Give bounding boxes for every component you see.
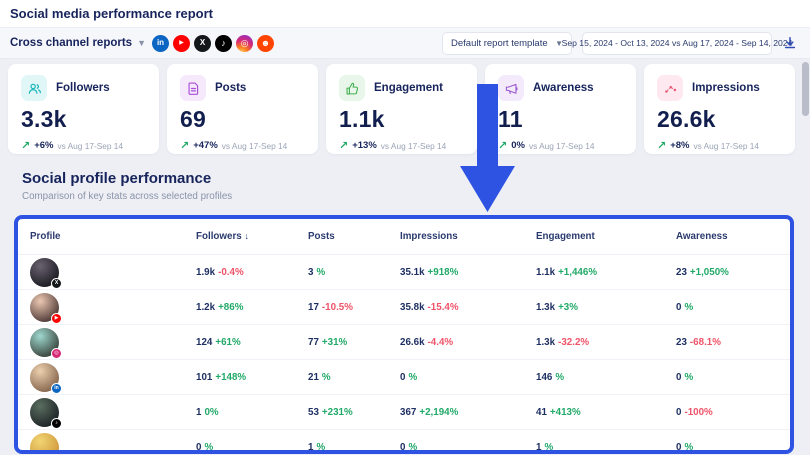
kpi-compare: vs Aug 17-Sep 14 <box>528 140 595 151</box>
table-row-youtube-profile[interactable]: ▶ 1.2k +86% 17 -10.5% 35.8k -15.4% 1.3k +3% … <box>18 290 790 325</box>
youtube-badge-icon: ▶ <box>51 312 62 324</box>
tiktok-icon[interactable]: ♪ <box>215 34 232 52</box>
kpi-compare: vs Aug 17-Sep 14 <box>57 140 124 151</box>
column-header-posts[interactable]: Posts <box>308 231 335 242</box>
avatar: X <box>30 257 62 289</box>
tiktok-badge-icon: ♪ <box>51 417 62 429</box>
kpi-label: Awareness <box>533 82 594 94</box>
trend-up-icon: ↗ <box>657 140 667 152</box>
kpi-change: 0% <box>511 140 525 151</box>
kpi-value: 1.1k <box>339 106 385 132</box>
table-row-instagram-profile[interactable]: ◎ 124 +61% 77 +31% 26.6k -4.4% 1.3k -32.2% 2… <box>18 325 790 360</box>
channel-icons: in ▶ X ♪ ◎ ☻ <box>152 34 274 52</box>
kpi-value: 3.3k <box>21 106 67 132</box>
table-row-x-profile[interactable]: X 1.9k -0.4% 3% 35.1k +918% 1.1k +1,446% 23… <box>18 255 790 290</box>
kpi-value: 69 <box>180 106 206 132</box>
table-header-row: Profile Followers ↓ Posts Impressions En… <box>18 219 790 255</box>
followers-icon <box>21 75 47 101</box>
instagram-icon[interactable]: ◎ <box>236 34 253 52</box>
youtube-icon[interactable]: ▶ <box>173 34 190 52</box>
kpi-compare: vs Aug 17-Sep 14 <box>221 140 288 151</box>
kpi-label: Engagement <box>374 82 444 94</box>
avatar: ♪ <box>30 397 62 429</box>
instagram-badge-icon: ◎ <box>51 347 62 359</box>
column-header-engagement[interactable]: Engagement <box>536 231 595 242</box>
download-button[interactable] <box>780 33 800 53</box>
chevron-down-icon[interactable]: ▼ <box>137 38 146 48</box>
cross-channel-reports-label: Cross channel reports <box>10 37 133 49</box>
kpi-card-posts: Posts 69 ↗ +47% vs Aug 17-Sep 14 <box>167 64 318 154</box>
avatar: ◎ <box>30 327 62 359</box>
kpi-card-followers: Followers 3.3k ↗ +6% vs Aug 17-Sep 14 <box>8 64 159 154</box>
kpi-card-impressions: Impressions 26.6k ↗ +8% vs Aug 17-Sep 14 <box>644 64 795 154</box>
kpi-card-engagement: Engagement 1.1k ↗ +13% vs Aug 17-Sep 14 <box>326 64 477 154</box>
kpi-card-awareness: Awareness 11 ↗ 0% vs Aug 17-Sep 14 <box>485 64 636 154</box>
date-range-value: Sep 15, 2024 - Oct 13, 2024 vs Aug 17, 2… <box>561 38 793 48</box>
column-header-awareness[interactable]: Awareness <box>676 231 728 242</box>
kpi-cards: Followers 3.3k ↗ +6% vs Aug 17-Sep 14 Po… <box>8 64 795 154</box>
trend-up-icon: ↗ <box>180 140 190 152</box>
section-heading: Social profile performance Comparison of… <box>22 170 232 202</box>
reddit-badge-icon: ☻ <box>51 453 62 455</box>
kpi-change: +13% <box>352 140 377 151</box>
table-row-reddit-profile[interactable]: ☻ 0% 1% 0% 1% 0% <box>18 430 790 455</box>
linkedin-badge-icon: in <box>51 382 62 394</box>
avatar: in <box>30 362 62 394</box>
awareness-icon <box>498 75 524 101</box>
kpi-value: 26.6k <box>657 106 716 132</box>
date-range-picker[interactable]: Sep 15, 2024 - Oct 13, 2024 vs Aug 17, 2… <box>562 31 792 55</box>
section-subtitle: Comparison of key stats across selected … <box>22 191 233 202</box>
scrollbar-thumb[interactable] <box>802 62 809 116</box>
avatar: ▶ <box>30 292 62 324</box>
reddit-icon[interactable]: ☻ <box>257 34 274 52</box>
chevron-down-icon: ▼ <box>555 38 563 48</box>
kpi-change: +6% <box>34 140 54 151</box>
kpi-compare: vs Aug 17-Sep 14 <box>380 140 447 151</box>
kpi-change: +47% <box>193 140 218 151</box>
table-row-linkedin-profile[interactable]: in 101 +148% 21% 0% 146% 0% <box>18 360 790 395</box>
kpi-value: 11 <box>498 106 523 132</box>
posts-icon <box>180 75 206 101</box>
page-title: Social media performance report <box>10 6 214 21</box>
kpi-label: Followers <box>56 82 110 94</box>
sort-desc-icon: ↓ <box>244 231 249 241</box>
section-title: Social profile performance <box>22 170 212 187</box>
kpi-compare: vs Aug 17-Sep 14 <box>693 140 760 151</box>
trend-up-icon: ↗ <box>21 140 31 152</box>
report-template-value: Default report template <box>451 37 548 49</box>
column-header-followers[interactable]: Followers ↓ <box>196 231 249 242</box>
engagement-icon <box>339 75 365 101</box>
profile-performance-table: Profile Followers ↓ Posts Impressions En… <box>14 215 794 454</box>
linkedin-icon[interactable]: in <box>152 34 169 52</box>
column-header-profile[interactable]: Profile <box>30 231 61 242</box>
table-row-tiktok-profile[interactable]: ♪ 1 0% 53 +231% 367 +2,194% 41 +413% 0 -100% <box>18 395 790 430</box>
x-icon[interactable]: X <box>194 34 211 52</box>
impressions-icon <box>657 75 683 101</box>
trend-up-icon: ↗ <box>339 140 349 152</box>
kpi-change: +8% <box>670 140 690 151</box>
trend-up-icon: ↗ <box>498 140 508 152</box>
avatar: ☻ <box>30 432 62 455</box>
kpi-label: Posts <box>215 82 247 94</box>
download-icon <box>784 37 796 49</box>
kpi-label: Impressions <box>692 82 760 94</box>
x-badge-icon: X <box>51 277 62 289</box>
scrollbar-track <box>802 60 809 452</box>
title-bar: Social media performance report <box>0 0 810 28</box>
toolbar: Cross channel reports ▼ in ▶ X ♪ ◎ ☻ Def… <box>0 28 810 59</box>
report-template-select[interactable]: Default report template ▼ <box>442 31 572 55</box>
column-header-impressions[interactable]: Impressions <box>400 231 458 242</box>
